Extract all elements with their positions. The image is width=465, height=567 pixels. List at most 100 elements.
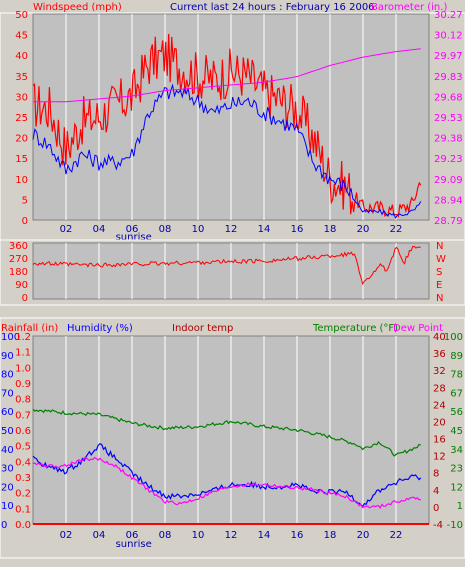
rainfall-axis-title: Rainfall (in) (1, 323, 58, 334)
barometer-axis-title: Barometer (in.) (371, 2, 447, 13)
x-tick-label: 10 (192, 530, 205, 541)
humidity-tick-label: 30 (1, 464, 14, 475)
rainfall-tick-label: 0.7 (15, 410, 31, 421)
temperature-c-tick-label: 40 (433, 332, 446, 343)
direction-tick-label: 180 (9, 267, 28, 278)
compass-tick-label: N (436, 241, 443, 252)
rainfall-tick-label: 0.3 (15, 473, 31, 484)
humidity-tick-label: 40 (1, 445, 14, 456)
x-tick-label: 12 (225, 530, 238, 541)
compass-tick-label: E (436, 280, 442, 291)
x-tick-label: 18 (324, 530, 337, 541)
x-tick-label: 12 (225, 224, 238, 235)
humidity-tick-label: 80 (1, 370, 14, 381)
x-tick-label: 18 (324, 224, 337, 235)
temperature-c-tick-label: 28 (433, 383, 446, 394)
direction-line (32, 245, 421, 286)
windspeed-tick-label: 35 (15, 72, 28, 83)
humidity-tick-label: 60 (1, 407, 14, 418)
temperature-f-tick-label: 100 (444, 332, 463, 343)
humidity-axis-title: Humidity (%) (67, 323, 133, 334)
x-tick-label: 22 (390, 224, 403, 235)
temperature-c-tick-label: 8 (433, 469, 439, 480)
rainfall-tick-label: 1.0 (15, 363, 31, 374)
x-tick-label: 04 (93, 224, 106, 235)
series-line (32, 83, 422, 219)
temperature-c-tick-label: 36 (433, 349, 446, 360)
sunrise-label: sunrise (116, 539, 152, 550)
barometer-tick-label: 29.68 (434, 92, 463, 103)
rainfall-tick-label: 1.1 (15, 348, 31, 359)
direction-tick-label: 360 (9, 241, 28, 252)
windspeed-tick-label: 40 (15, 51, 28, 62)
barometer-tick-label: 28.94 (434, 195, 463, 206)
temperature-c-tick-label: 12 (433, 452, 446, 463)
rainfall-tick-label: 0.1 (15, 504, 31, 515)
humidity-tick-label: 10 (1, 501, 14, 512)
direction-tick-label: 90 (15, 280, 28, 291)
temperature-c-tick-label: 20 (433, 417, 446, 428)
compass-tick-label: N (436, 293, 443, 304)
barometer-tick-label: 29.53 (434, 113, 463, 124)
series-line (32, 408, 421, 457)
temperature-c-tick-label: 24 (433, 400, 446, 411)
temperature-c-tick-label: -4 (433, 520, 443, 531)
windspeed-tick-label: 45 (15, 31, 28, 42)
barometer-tick-label: 30.12 (434, 31, 463, 42)
x-tick-label: 22 (390, 530, 403, 541)
x-tick-label: 02 (60, 224, 73, 235)
x-tick-label: 16 (291, 224, 304, 235)
x-tick-label: 20 (357, 224, 370, 235)
temperature-f-tick-label: 56 (450, 407, 463, 418)
rainfall-tick-label: 0.8 (15, 395, 31, 406)
temperature-f-tick-label: 1 (457, 501, 463, 512)
chart-title: Current last 24 hours : February 16 2006 (170, 2, 375, 13)
rainfall-tick-label: 0.2 (15, 489, 31, 500)
windspeed-tick-label: 20 (15, 134, 28, 145)
temperature-panel: 02 04 06 08 10 12 14 16 18 20 22sunrise10090807060… (1, 332, 463, 550)
windspeed-tick-label: 15 (15, 154, 28, 165)
temperature-c-tick-label: 0 (433, 503, 439, 514)
barometer-tick-label: 30.27 (434, 10, 463, 21)
x-tick-label: 08 (159, 530, 172, 541)
humidity-tick-label: 100 (1, 332, 20, 343)
rainfall-tick-label: 0.5 (15, 442, 31, 453)
temperature-c-tick-label: 16 (433, 435, 446, 446)
rainfall-tick-label: 0.4 (15, 457, 31, 468)
x-tick-label: 14 (258, 224, 271, 235)
barometer-tick-label: 29.23 (434, 154, 463, 165)
rainfall-tick-label: 0.0 (15, 520, 31, 531)
humidity-tick-label: 90 (1, 351, 14, 362)
windspeed-tick-label: 50 (15, 10, 28, 21)
indoor-temp-label: Indoor temp (172, 323, 233, 334)
series-line (32, 33, 422, 218)
temperature-f-tick-label: 12 (450, 482, 463, 493)
barometer-tick-label: 29.38 (434, 134, 463, 145)
humidity-tick-label: 20 (1, 482, 14, 493)
x-tick-label: 08 (159, 224, 172, 235)
barometer-tick-label: 29.97 (434, 51, 463, 62)
windspeed-tick-label: 5 (22, 195, 28, 206)
windspeed-tick-label: 30 (15, 92, 28, 103)
x-tick-label: 14 (258, 530, 271, 541)
temperature-f-tick-label: 67 (450, 388, 463, 399)
temperature-c-tick-label: 32 (433, 366, 446, 377)
direction-tick-label: 270 (9, 254, 28, 265)
temperature-f-tick-label: -10 (447, 520, 463, 531)
x-tick-label: 04 (93, 530, 106, 541)
compass-tick-label: W (436, 254, 446, 265)
windspeed-tick-label: 10 (15, 175, 28, 186)
wind-panel: 02 04 06 08 10 12 14 16 18 20 22sunrise50454035302… (15, 10, 462, 243)
x-tick-label: 10 (192, 224, 205, 235)
windspeed-tick-label: 0 (22, 216, 28, 227)
windspeed-axis-title: Windspeed (mph) (33, 2, 122, 13)
panel-frame (0, 239, 465, 306)
series-line (32, 456, 421, 510)
rainfall-tick-label: 1.2 (15, 332, 31, 343)
sunrise-label: sunrise (116, 232, 152, 243)
x-tick-label: 16 (291, 530, 304, 541)
rainfall-tick-label: 0.9 (15, 379, 31, 390)
temperature-f-tick-label: 89 (450, 351, 463, 362)
humidity-tick-label: 0 (1, 520, 7, 531)
